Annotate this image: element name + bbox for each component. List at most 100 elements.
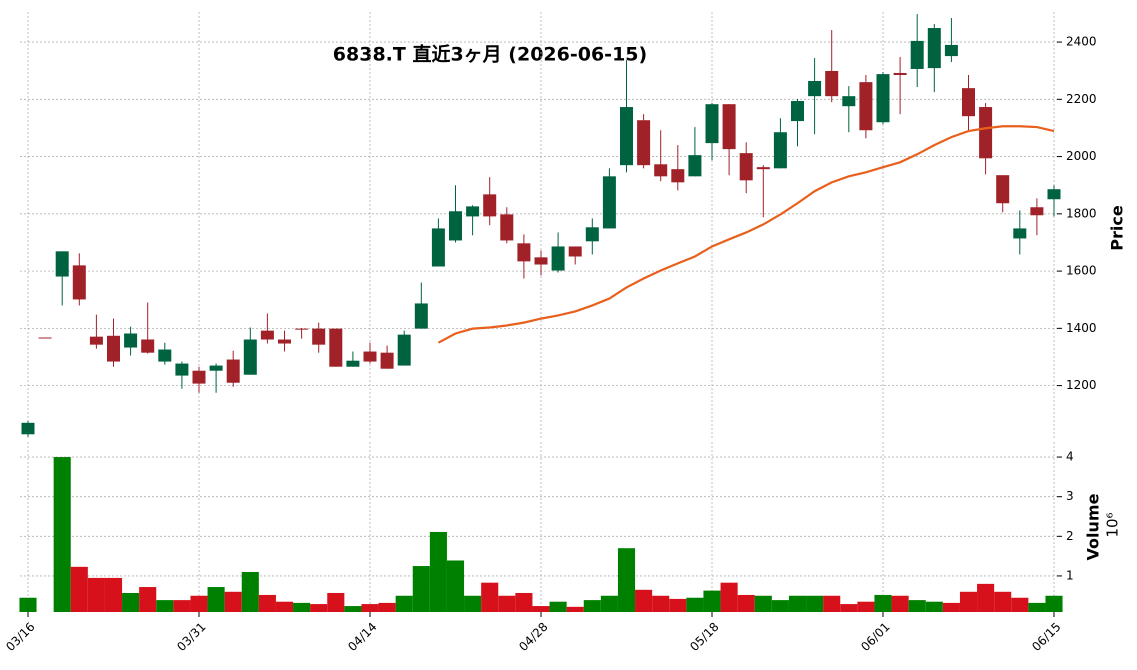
volume-bar — [378, 602, 396, 612]
volume-bar — [446, 560, 465, 612]
y-tick-label: 3 — [1066, 489, 1074, 503]
candle-body — [944, 44, 958, 57]
volume-bar — [583, 600, 601, 612]
volume-bar — [293, 602, 311, 612]
y-tick-label: 1 — [1066, 568, 1074, 582]
y-tick-label: 1600 — [1066, 264, 1097, 278]
volume-bar — [53, 457, 71, 612]
candle-body — [175, 363, 189, 376]
candle-body — [124, 333, 138, 348]
candle-body — [671, 169, 685, 183]
candle-body — [89, 336, 103, 345]
volume-bar — [874, 594, 892, 612]
candle-body — [295, 328, 309, 330]
candle-body — [927, 28, 941, 69]
y-tick-label: 4 — [1066, 450, 1074, 464]
candle-body — [842, 96, 856, 107]
volume-bar — [840, 604, 858, 612]
candle-body — [534, 257, 548, 265]
volume-bar — [857, 601, 875, 612]
candle-body — [346, 360, 360, 367]
volume-bar — [908, 600, 926, 612]
volume-bar — [310, 604, 328, 612]
candle-body — [568, 246, 582, 257]
volume-bar — [788, 595, 807, 612]
candle-body — [893, 72, 907, 75]
candle-body — [602, 176, 616, 229]
candle-body — [979, 107, 993, 159]
candle-body — [38, 337, 52, 339]
candle-body — [21, 422, 35, 435]
volume-bar — [942, 602, 960, 612]
volume-bar — [429, 531, 447, 612]
candle-body — [876, 74, 890, 123]
candle-body — [449, 211, 462, 241]
candle-body — [466, 206, 480, 217]
candle-body — [226, 359, 240, 383]
moving-average-line — [437, 125, 1055, 344]
y-tick-label: 1200 — [1066, 378, 1097, 392]
volume-bar — [994, 591, 1012, 612]
candle-body — [500, 214, 514, 241]
volume-bar — [87, 577, 105, 612]
candle-body — [1013, 228, 1027, 239]
candle-body — [705, 104, 719, 144]
candle-body — [773, 132, 787, 169]
volume-bar — [977, 583, 995, 612]
volume-bar — [361, 604, 379, 612]
volume-bar — [1045, 595, 1063, 612]
candle-body — [107, 335, 120, 362]
volume-bar — [104, 577, 123, 612]
y-tick-label: 2 — [1066, 529, 1074, 543]
candle-body — [260, 330, 274, 340]
volume-bar — [652, 595, 670, 612]
candle-body — [397, 334, 411, 366]
candle-body — [739, 153, 753, 181]
x-tick-label: 04/28 — [516, 620, 550, 654]
candle-body — [637, 120, 651, 166]
candle-body — [209, 365, 223, 371]
candle-body — [722, 104, 736, 150]
candle-body — [688, 155, 702, 177]
y-tick-label: 2200 — [1066, 92, 1097, 106]
volume-bar — [703, 590, 721, 612]
candle-body — [363, 351, 377, 362]
volume-bar — [806, 595, 824, 612]
candle-body — [483, 194, 497, 217]
volume-bar — [600, 595, 618, 612]
volume-bar — [771, 600, 789, 612]
volume-bar — [686, 597, 704, 612]
candle-body — [192, 370, 206, 384]
candle-body — [825, 70, 839, 97]
candle-body — [414, 303, 428, 329]
volume-bar — [395, 595, 413, 612]
candle-body — [158, 349, 172, 362]
candle-body — [996, 175, 1010, 204]
candle-body — [1030, 207, 1044, 216]
volume-bar — [156, 600, 174, 612]
candle-body — [1047, 189, 1061, 200]
y-axis-label: Price — [1108, 205, 1127, 251]
volume-bar — [173, 600, 191, 612]
candle-body — [756, 167, 770, 170]
volume-bar — [720, 582, 738, 612]
candle-body — [859, 82, 873, 131]
candle-body — [620, 107, 633, 166]
candle-body — [808, 80, 822, 97]
chart-title: 6838.T 直近3ヶ月 (2026-06-15) — [333, 43, 647, 66]
x-tick-label: 04/14 — [345, 620, 379, 654]
volume-bar — [327, 592, 345, 612]
volume-bar — [1028, 602, 1046, 612]
candle-body — [910, 40, 924, 69]
candle-body — [243, 339, 257, 375]
candle-body — [962, 88, 975, 117]
volume-bar — [258, 594, 276, 612]
volume-bar — [207, 587, 225, 612]
volume-bar — [532, 606, 550, 612]
y-tick-label: 1800 — [1066, 206, 1097, 220]
candle-body — [380, 352, 394, 369]
volume-bar — [925, 601, 943, 612]
volume-multiplier: 10⁶ — [1104, 512, 1122, 537]
